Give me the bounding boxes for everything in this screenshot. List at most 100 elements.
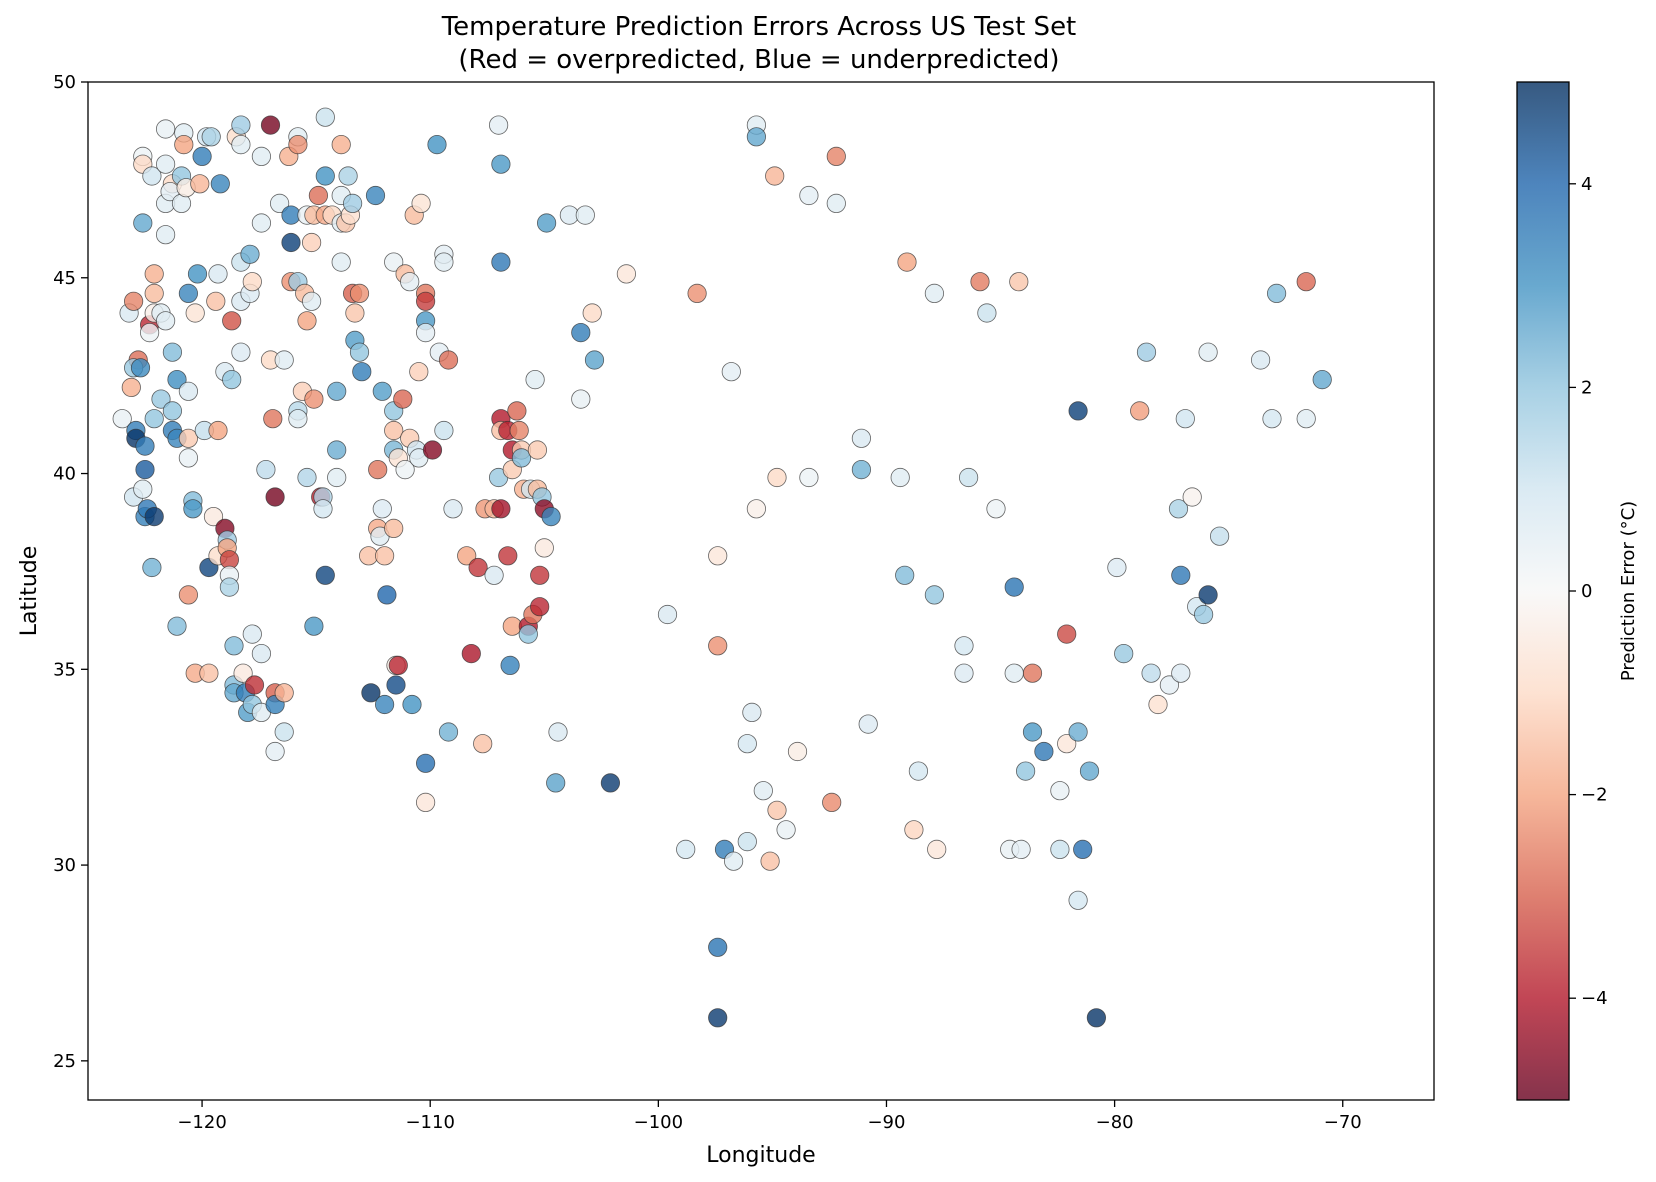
data-point [1004, 577, 1024, 597]
data-point [851, 428, 872, 448]
data-point [386, 675, 406, 695]
data-point [374, 546, 395, 566]
data-point [799, 467, 819, 488]
x-tick-label: −120 [177, 1112, 226, 1133]
data-point [288, 135, 308, 155]
data-point [167, 616, 187, 636]
data-point [851, 459, 872, 480]
data-point [1130, 401, 1150, 421]
data-point [787, 741, 808, 762]
data-point [434, 252, 454, 272]
data-point [361, 683, 381, 703]
data-point [484, 565, 504, 585]
y-tick-label: 25 [53, 1051, 76, 1072]
data-point [233, 663, 253, 683]
data-point [242, 272, 262, 292]
data-point [908, 761, 929, 781]
data-point [135, 459, 155, 480]
data-point [575, 205, 595, 225]
data-point [527, 440, 548, 460]
data-point [1022, 722, 1043, 742]
data-point [384, 420, 404, 441]
data-point [438, 722, 459, 742]
data-point [1136, 342, 1157, 362]
data-point [151, 389, 171, 409]
data-point [924, 283, 945, 303]
data-point [208, 264, 228, 284]
y-tick-label: 45 [53, 268, 76, 289]
data-point [1015, 761, 1036, 781]
data-point [708, 546, 728, 566]
data-point [518, 624, 538, 644]
data-point [461, 643, 481, 664]
data-point [231, 342, 251, 362]
data-point [822, 792, 842, 813]
data-point [203, 506, 224, 527]
data-point [265, 487, 285, 507]
data-point [1009, 272, 1029, 292]
data-point [488, 115, 509, 135]
data-point [415, 322, 436, 343]
data-point [1141, 663, 1161, 683]
data-point [1068, 401, 1088, 421]
data-point [224, 636, 244, 656]
data-point [443, 499, 463, 519]
data-point [1050, 781, 1070, 801]
data-point [242, 624, 262, 644]
data-point [345, 303, 365, 323]
data-point [924, 585, 945, 605]
data-point [185, 303, 205, 323]
data-point [1194, 604, 1214, 625]
data-point [327, 381, 347, 401]
data-point [1057, 624, 1077, 644]
data-point [393, 389, 413, 409]
data-point [388, 655, 408, 676]
data-point [156, 225, 176, 245]
data-point [427, 135, 447, 155]
data-point [178, 585, 198, 605]
data-point [977, 303, 997, 323]
data-point [342, 193, 363, 213]
data-point [530, 597, 550, 617]
data-point [315, 107, 335, 127]
data-point [584, 350, 605, 370]
data-point [858, 714, 878, 734]
data-point [190, 174, 210, 194]
data-point [1312, 369, 1332, 390]
data-point [144, 264, 164, 284]
data-point [260, 115, 281, 135]
data-point [1251, 350, 1271, 370]
x-tick-label: −80 [1096, 1112, 1134, 1133]
data-points [112, 107, 1332, 1028]
data-point [183, 499, 203, 519]
x-tick-label: −70 [1324, 1112, 1362, 1133]
data-point [541, 506, 561, 527]
data-point [1011, 839, 1031, 860]
data-point [434, 420, 454, 441]
data-point [304, 389, 324, 409]
y-axis-ticks: 25 30 35 40 45 50 [53, 72, 88, 1072]
data-point [331, 135, 351, 155]
data-point [1267, 283, 1287, 303]
chart-title-line2: (Red = overpredicted, Blue = underpredic… [458, 45, 1059, 75]
data-point [746, 127, 767, 147]
data-point [304, 616, 324, 636]
data-point [954, 636, 974, 656]
colorbar-tick-label: −2 [1581, 785, 1608, 806]
y-tick-label: 50 [53, 72, 76, 93]
data-point [986, 499, 1006, 519]
data-point [1050, 839, 1070, 860]
data-point [297, 311, 317, 331]
data-point [219, 577, 239, 597]
data-point [349, 342, 370, 362]
data-point [799, 185, 819, 206]
data-point [826, 193, 846, 213]
data-point [365, 185, 386, 206]
data-point [1182, 487, 1202, 507]
data-point [156, 311, 176, 331]
data-point [178, 283, 198, 303]
data-point [251, 213, 271, 233]
data-point [269, 193, 290, 213]
data-point [895, 565, 915, 585]
data-point [144, 409, 164, 429]
